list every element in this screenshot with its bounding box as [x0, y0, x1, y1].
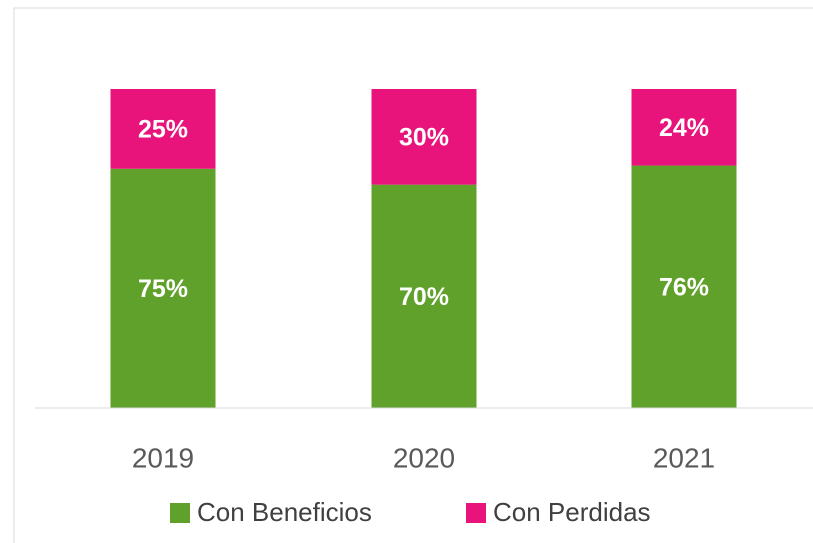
bar-segment [371, 184, 477, 408]
bar-segment [110, 89, 216, 169]
value-label: 24% [659, 114, 709, 142]
value-label: 76% [659, 273, 709, 301]
legend-label: Con Beneficios [197, 497, 372, 527]
value-label: 70% [399, 283, 449, 311]
value-label: 30% [399, 123, 449, 151]
value-label: 75% [138, 275, 188, 303]
bar-segment [371, 89, 477, 185]
x-tick-label: 2020 [393, 442, 455, 473]
bar-segment [631, 165, 737, 408]
chart-border [13, 7, 813, 543]
x-tick-label: 2021 [653, 442, 715, 473]
bar-segment [631, 89, 737, 166]
value-label: 25% [138, 115, 188, 143]
legend-swatch [170, 503, 190, 523]
legend-swatch [466, 503, 486, 523]
legend-label: Con Perdidas [493, 497, 651, 527]
x-tick-label: 2019 [132, 442, 194, 473]
bar-segment [110, 168, 216, 408]
